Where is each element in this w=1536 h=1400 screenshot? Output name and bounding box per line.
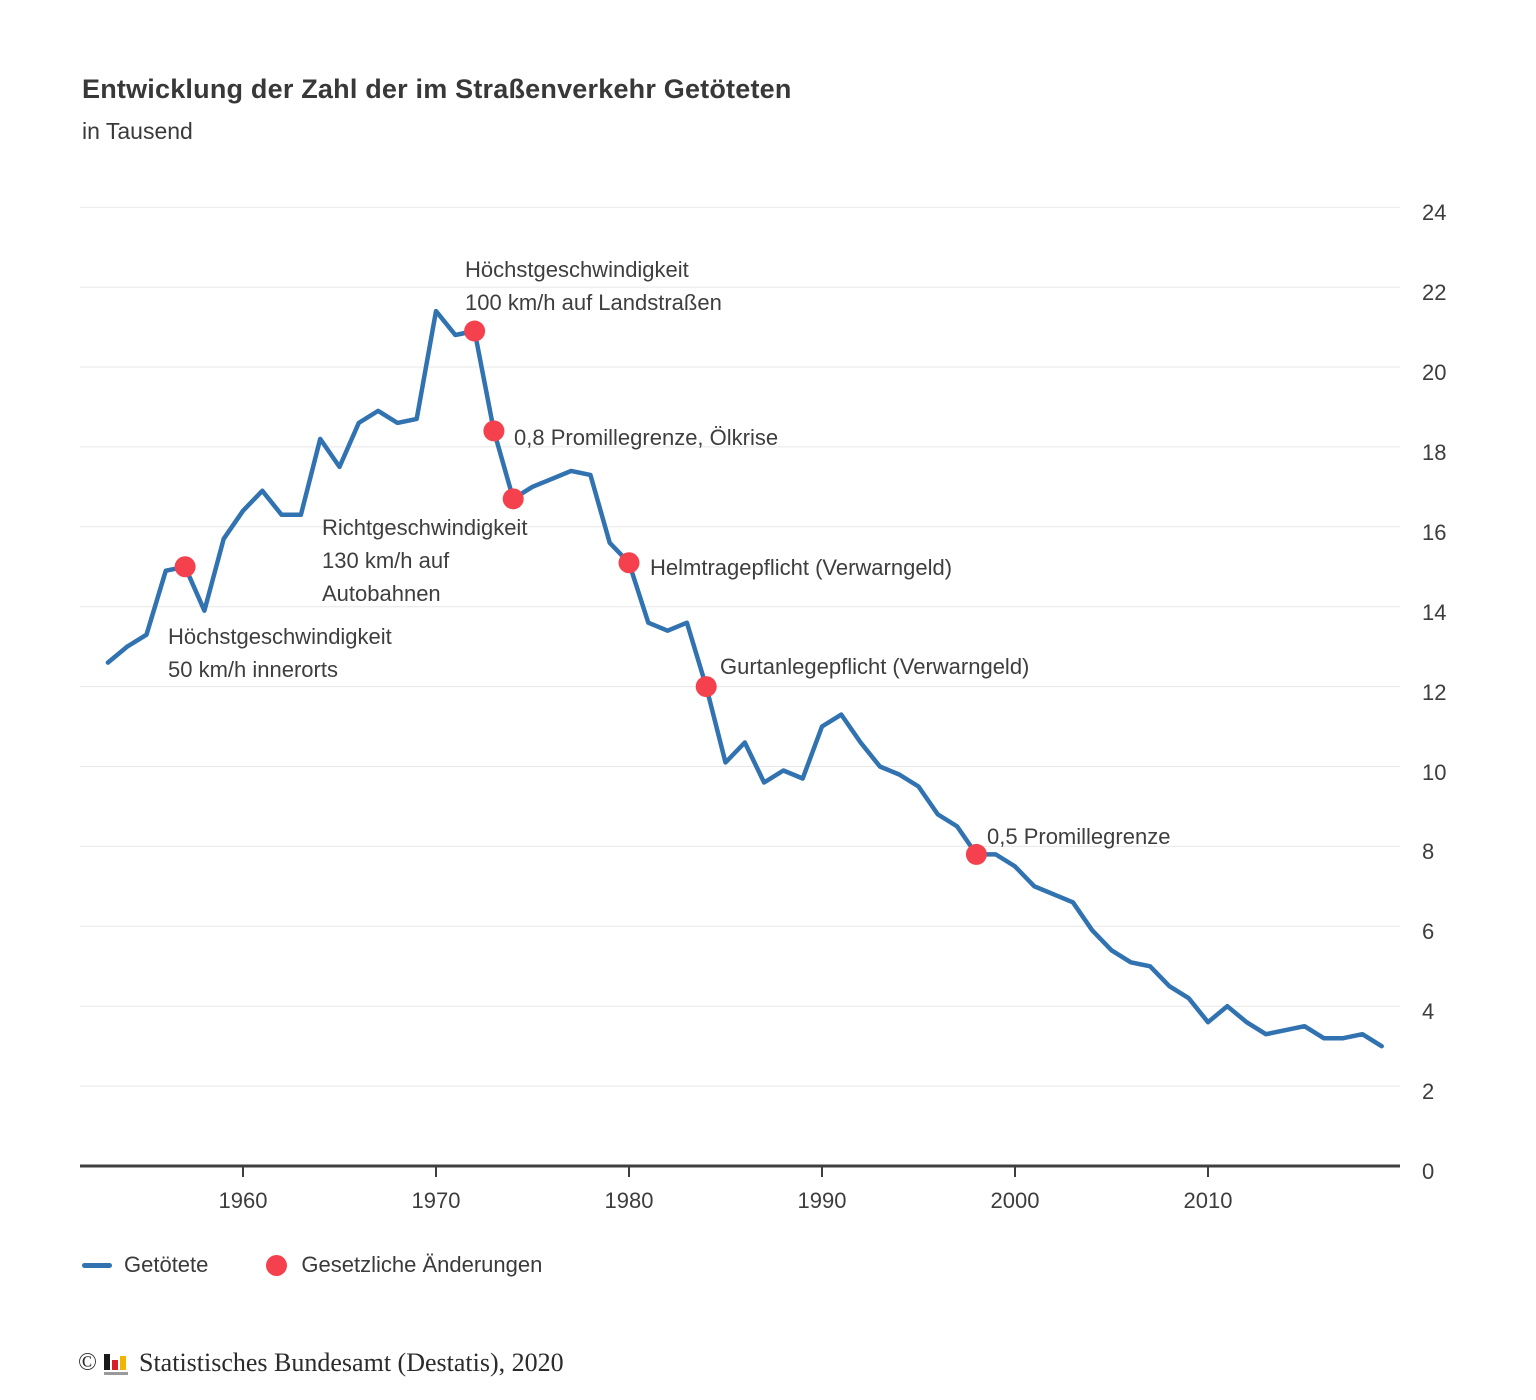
y-axis-label: 22 <box>1422 280 1447 306</box>
y-axis-label: 24 <box>1422 200 1447 226</box>
legal-change-marker <box>502 488 524 510</box>
chart-title: Entwicklung der Zahl der im Straßenverke… <box>82 74 792 104</box>
chart-subtitle: in Tausend <box>82 118 193 144</box>
source-text: Statistisches Bundesamt (Destatis), 2020 <box>139 1348 564 1377</box>
annotation-label: Richtgeschwindigkeit 130 km/h auf Autoba… <box>322 515 528 606</box>
y-axis-label: 10 <box>1422 759 1447 785</box>
x-axis-label: 1970 <box>411 1188 461 1213</box>
y-axis-label: 2 <box>1422 1079 1435 1105</box>
annotation-label: Helmtragepflicht (Verwarngeld) <box>650 555 953 580</box>
legal-change-marker <box>618 552 640 574</box>
x-axis-label: 2010 <box>1183 1188 1233 1213</box>
y-axis-label: 12 <box>1422 679 1447 705</box>
legal-change-marker <box>174 556 196 578</box>
copyright-symbol: © <box>78 1349 97 1376</box>
x-axis-label: 2000 <box>990 1188 1040 1213</box>
destatis-logo-icon <box>104 1349 130 1377</box>
annotation-label: Höchstgeschwindigkeit 50 km/h innerorts <box>168 624 392 682</box>
x-axis-label: 1990 <box>797 1188 847 1213</box>
legend: Getötete Gesetzliche Änderungen <box>82 1248 542 1282</box>
annotation-label: Höchstgeschwindigkeit 100 km/h auf Lands… <box>465 257 722 315</box>
annotation-label: Gurtanlegepflicht (Verwarngeld) <box>720 654 1030 679</box>
legal-change-marker <box>483 420 505 442</box>
legend-label-getoetete: Getötete <box>124 1252 209 1277</box>
legend-dot-swatch-icon <box>266 1254 288 1276</box>
y-axis-label: 18 <box>1422 439 1447 465</box>
source-footer: © Statistisches Bundesamt (Destatis), 20… <box>78 1348 564 1378</box>
y-axis-label: 8 <box>1422 839 1435 865</box>
annotation-label: 0,8 Promillegrenze, Ölkrise <box>514 425 779 450</box>
legend-label-gesetzliche-aenderungen: Gesetzliche Änderungen <box>301 1252 543 1277</box>
legend-line-swatch-icon <box>82 1262 112 1268</box>
y-axis-label: 4 <box>1422 999 1435 1025</box>
y-axis-label: 16 <box>1422 519 1447 545</box>
y-axis-label: 14 <box>1422 599 1447 625</box>
deaths-line-series <box>105 308 1384 1049</box>
legal-change-marker <box>965 843 987 865</box>
x-axis-label: 1980 <box>604 1188 654 1213</box>
y-axis-label: 20 <box>1422 360 1447 385</box>
annotation-label: 0,5 Promillegrenze <box>987 824 1171 849</box>
legal-change-marker <box>464 320 486 342</box>
legal-change-marker <box>695 676 717 698</box>
y-axis-label: 6 <box>1422 919 1435 945</box>
y-axis-label: 0 <box>1422 1159 1435 1184</box>
x-axis-label: 1960 <box>218 1188 268 1213</box>
